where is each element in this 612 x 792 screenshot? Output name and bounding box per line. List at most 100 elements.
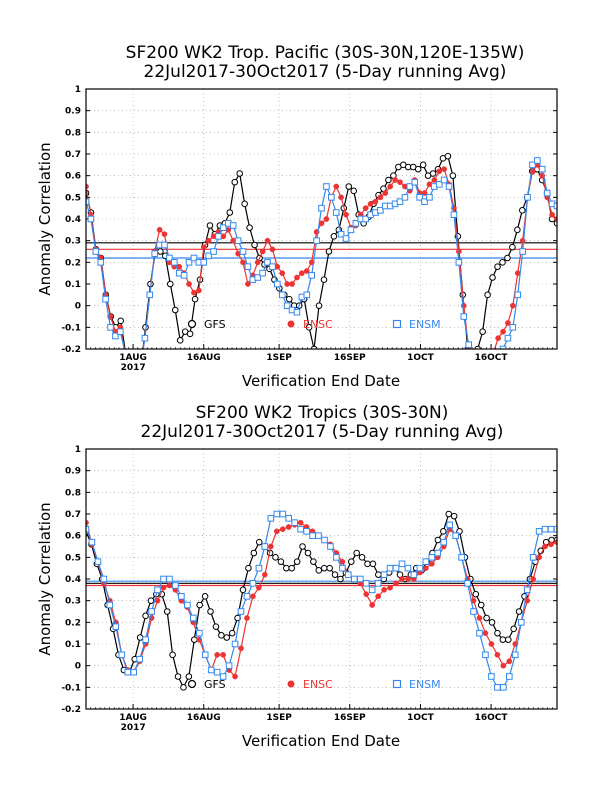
data-point-gfs — [283, 564, 290, 572]
data-point-ensm — [481, 368, 487, 374]
data-point-ensm — [426, 194, 433, 201]
data-point-ensc — [399, 576, 405, 582]
data-point-ensc — [269, 246, 276, 253]
x-tick-label: 16OCT — [475, 353, 509, 363]
data-point-gfs — [353, 549, 360, 557]
data-point-ensc — [375, 593, 381, 600]
data-point-ensc — [303, 268, 310, 274]
y-tick-label: -0.1 — [61, 683, 81, 693]
data-point-gfs — [255, 538, 263, 546]
data-point-ensm — [102, 295, 109, 303]
data-point-ensm — [107, 324, 114, 331]
data-point-ensm — [332, 209, 340, 216]
data-point-gfs — [474, 345, 481, 349]
data-point-ensc — [405, 576, 411, 582]
data-point-ensc — [428, 560, 435, 567]
y-axis-title: Anomaly Correlation — [36, 142, 54, 295]
y-tick-label: 0.1 — [65, 280, 81, 290]
data-point-gfs — [285, 295, 293, 303]
x-tick-sublabel: 2017 — [121, 363, 146, 373]
data-point-ensm — [142, 636, 149, 643]
data-point-ensc — [267, 543, 274, 550]
data-point-ensm — [452, 532, 459, 539]
data-point-gfs — [330, 233, 338, 240]
data-point-ensm — [124, 668, 132, 676]
data-point-ensm — [455, 259, 463, 266]
data-point-ensm — [362, 215, 369, 223]
y-tick-label: 0.5 — [65, 193, 81, 203]
data-point-ensc — [343, 211, 349, 218]
data-point-ensm — [229, 222, 237, 229]
data-point-gfs — [239, 586, 247, 594]
data-point-ensm — [458, 554, 465, 561]
data-point-gfs — [174, 673, 182, 680]
data-point-ensm — [94, 558, 102, 565]
data-point-ensm — [421, 198, 428, 205]
data-point-ensm — [547, 525, 555, 533]
data-point-ensc — [214, 651, 221, 658]
data-point-ensc — [250, 593, 256, 600]
data-point-ensc — [186, 281, 192, 287]
x-tick-sublabel: 2017 — [121, 723, 146, 733]
y-tick-label: 0.5 — [65, 553, 81, 563]
data-point-ensc — [166, 582, 173, 589]
data-point-ensm — [210, 248, 217, 255]
data-point-gfs — [163, 608, 171, 615]
data-point-gfs — [472, 590, 480, 598]
data-point-ensm — [184, 601, 191, 609]
data-point-gfs — [136, 634, 144, 641]
data-point-ensc — [482, 630, 489, 637]
data-point-ensm — [285, 515, 293, 522]
data-point-ensm — [511, 651, 519, 659]
data-point-ensc — [294, 274, 300, 281]
data-point-ensm — [538, 165, 546, 173]
data-point-ensm — [406, 183, 414, 190]
data-point-ensm — [308, 272, 315, 279]
data-point-ensm — [337, 230, 345, 238]
data-point-ensm — [161, 241, 168, 249]
data-point-ensm — [231, 640, 239, 648]
y-axis-title: Anomaly Correlation — [36, 502, 54, 655]
data-point-ensm — [506, 673, 513, 680]
data-point-ensm — [333, 554, 340, 561]
data-point-ensm — [315, 532, 322, 539]
data-point-ensc — [284, 281, 291, 287]
data-point-ensm — [386, 564, 394, 572]
y-tick-label: 0.1 — [65, 640, 81, 650]
data-point-gfs — [310, 558, 317, 565]
data-point-ensc — [367, 200, 374, 207]
data-point-ensc — [154, 597, 161, 604]
data-point-ensc — [549, 211, 555, 218]
data-point-ensm — [269, 263, 276, 270]
data-point-ensc — [392, 177, 398, 183]
data-point-ensm — [106, 601, 114, 609]
data-point-gfs — [315, 567, 323, 574]
data-point-ensc — [245, 281, 251, 287]
data-point-gfs — [504, 254, 511, 262]
chart-subtitle: 22Jul2017-30Oct2017 (5-Day running Avg) — [144, 62, 507, 82]
data-point-ensm — [543, 189, 551, 197]
data-point-ensm — [398, 560, 406, 568]
data-point-gfs — [236, 170, 243, 177]
data-point-ensm — [428, 554, 436, 561]
data-point-ensm — [220, 224, 227, 231]
data-point-ensc — [500, 662, 507, 669]
data-point-ensm — [117, 328, 124, 335]
data-point-ensm — [141, 334, 149, 342]
data-point-gfs — [347, 558, 355, 565]
data-point-ensm — [237, 608, 245, 615]
data-point-gfs — [337, 575, 344, 583]
data-point-gfs — [171, 306, 179, 314]
data-point-gfs — [191, 295, 199, 303]
data-point-ensm — [166, 254, 173, 262]
data-point-gfs — [326, 564, 333, 572]
data-point-ensm — [553, 525, 557, 533]
y-tick-label: 0.6 — [65, 172, 81, 182]
data-point-ensm — [416, 564, 424, 572]
data-point-ensm — [291, 519, 298, 526]
x-tick-label: 1AUG — [119, 353, 147, 363]
data-point-ensc — [422, 565, 429, 572]
data-point-ensm — [200, 259, 208, 266]
y-tick-label: 0.4 — [65, 575, 81, 585]
data-point-ensc — [509, 302, 516, 309]
